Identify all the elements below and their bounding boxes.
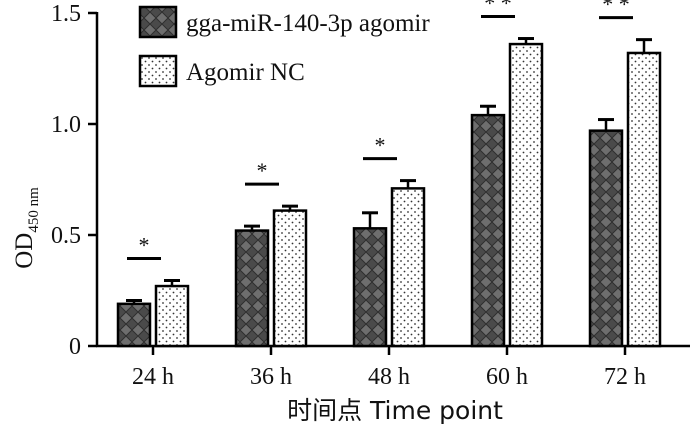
x-tick-label: 48 h	[368, 364, 410, 390]
bar-agomir	[588, 129, 624, 348]
significance-marker: * *	[484, 0, 512, 16]
bar-nc	[508, 42, 544, 348]
y-axis-label-main: OD	[11, 233, 38, 269]
significance-marker: * *	[602, 0, 630, 17]
legend-swatch-nc	[138, 54, 178, 88]
bar-nc	[272, 209, 308, 348]
y-tick-label: 0.5	[51, 223, 81, 249]
x-tick-label: 36 h	[250, 364, 292, 390]
y-ticks: 0 0.5 1.0 1.5	[51, 1, 97, 360]
bar-agomir	[116, 302, 152, 348]
bar-agomir	[352, 227, 388, 348]
significance-marker: *	[139, 233, 150, 258]
legend-swatch-agomir	[138, 5, 178, 39]
x-tick-label: 72 h	[604, 364, 646, 390]
y-tick-label: 0	[69, 334, 81, 360]
y-axis-label-subscript: 450 nm	[26, 187, 42, 233]
bars-layer	[116, 37, 662, 348]
legend: gga-miR-140-3p agomir Agomir NC	[138, 5, 430, 88]
bar-nc	[390, 187, 426, 348]
legend-label-nc: Agomir NC	[186, 59, 305, 86]
bar-nc	[626, 51, 662, 348]
y-axis-label: OD450 nm	[11, 187, 42, 269]
bar-nc	[154, 284, 190, 348]
x-ticks: 24 h 36 h 48 h 60 h 72 h	[132, 346, 646, 390]
significance-marker: *	[375, 133, 386, 158]
legend-label-agomir: gga-miR-140-3p agomir	[186, 10, 430, 37]
bar-agomir	[470, 113, 506, 348]
x-tick-label: 60 h	[486, 364, 528, 390]
x-tick-label: 24 h	[132, 364, 174, 390]
y-tick-label: 1.5	[51, 1, 81, 27]
x-axis-label: 时间点 Time point	[287, 396, 503, 425]
y-tick-label: 1.0	[51, 112, 81, 138]
significance-marker: *	[257, 158, 268, 183]
bar-agomir	[234, 229, 270, 348]
significance-layer: * * * * * * *	[127, 0, 633, 261]
